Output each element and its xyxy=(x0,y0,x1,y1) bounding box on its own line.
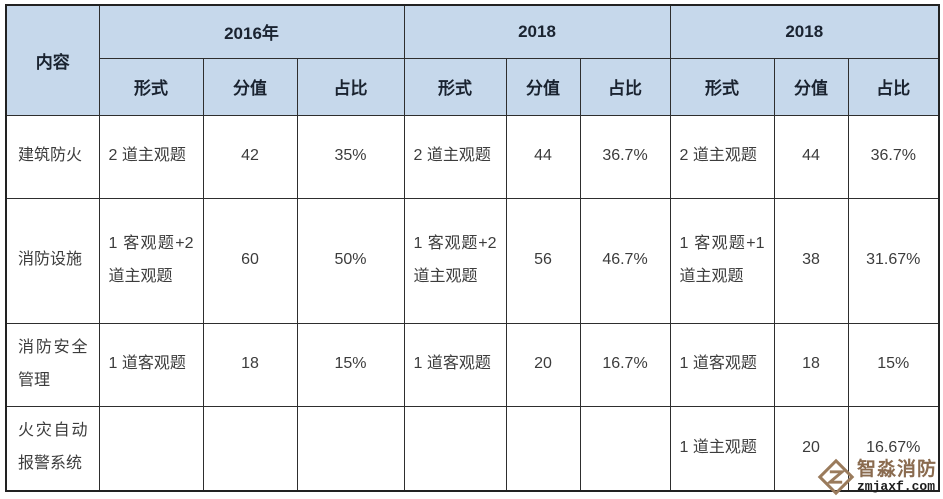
cell-ratio: 15% xyxy=(296,322,405,407)
table-row: 建筑防火 2 道主观题 42 35% 2 道主观题 44 36.7% 2 道主观… xyxy=(5,114,940,199)
cell-form xyxy=(98,405,204,492)
row-label: 建筑防火 xyxy=(5,114,100,199)
cell-score: 44 xyxy=(505,114,581,199)
cell-score: 38 xyxy=(773,197,849,324)
exam-structure-table: 内容 2016年 2018 2018 形式 分值 占比 形式 分值 占比 形式 … xyxy=(5,4,941,492)
cell-score: 20 xyxy=(773,405,849,492)
cell-score: 18 xyxy=(202,322,298,407)
row-label: 消防设施 xyxy=(5,197,100,324)
cell-form: 2 道主观题 xyxy=(669,114,775,199)
year-header-2016: 2016年 xyxy=(98,4,405,59)
year-header-2018-b: 2018 xyxy=(669,4,940,59)
cell-form: 1 道主观题 xyxy=(669,405,775,492)
col-header-score: 分值 xyxy=(202,57,298,116)
cell-ratio: 35% xyxy=(296,114,405,199)
table-row: 火灾自动报警系统 1 道主观题 20 16.67% xyxy=(5,405,940,492)
cell-score xyxy=(505,405,581,492)
cell-score: 60 xyxy=(202,197,298,324)
cell-score: 42 xyxy=(202,114,298,199)
cell-ratio: 36.7% xyxy=(847,114,940,199)
cell-form: 2 道主观题 xyxy=(403,114,507,199)
col-header-ratio: 占比 xyxy=(296,57,405,116)
table-row: 消防设施 1 客观题+2 道主观题 60 50% 1 客观题+2 道主观题 56… xyxy=(5,197,940,324)
cell-form: 1 客观题+2 道主观题 xyxy=(403,197,507,324)
header-sub-row: 形式 分值 占比 形式 分值 占比 形式 分值 占比 xyxy=(6,57,940,116)
col-header-ratio: 占比 xyxy=(847,57,940,116)
header-year-row: 内容 2016年 2018 2018 xyxy=(5,4,940,116)
col-header-form: 形式 xyxy=(98,57,204,116)
cell-score: 18 xyxy=(773,322,849,407)
col-header-content: 内容 xyxy=(5,4,100,116)
cell-score xyxy=(202,405,298,492)
cell-ratio: 31.67% xyxy=(847,197,940,324)
cell-ratio xyxy=(579,405,671,492)
row-label: 消防安全管理 xyxy=(5,322,100,407)
cell-score: 44 xyxy=(773,114,849,199)
col-header-score: 分值 xyxy=(505,57,581,116)
col-header-ratio: 占比 xyxy=(579,57,671,116)
year-header-2018-a: 2018 xyxy=(403,4,671,59)
col-header-score: 分值 xyxy=(773,57,849,116)
cell-score: 56 xyxy=(505,197,581,324)
cell-form: 1 道客观题 xyxy=(98,322,204,407)
row-label: 火灾自动报警系统 xyxy=(5,405,100,492)
cell-form: 1 道客观题 xyxy=(403,322,507,407)
cell-ratio: 15% xyxy=(847,322,940,407)
cell-form: 2 道主观题 xyxy=(98,114,204,199)
cell-form: 1 客观题+2 道主观题 xyxy=(98,197,204,324)
cell-ratio: 16.67% xyxy=(847,405,940,492)
cell-ratio: 36.7% xyxy=(579,114,671,199)
cell-form: 1 道客观题 xyxy=(669,322,775,407)
cell-ratio xyxy=(296,405,405,492)
table-row: 消防安全管理 1 道客观题 18 15% 1 道客观题 20 16.7% 1 道… xyxy=(5,322,940,407)
cell-ratio: 16.7% xyxy=(579,322,671,407)
cell-form: 1 客观题+1 道主观题 xyxy=(669,197,775,324)
col-header-form: 形式 xyxy=(669,57,775,116)
cell-score: 20 xyxy=(505,322,581,407)
cell-ratio: 50% xyxy=(296,197,405,324)
col-header-form: 形式 xyxy=(403,57,507,116)
cell-ratio: 46.7% xyxy=(579,197,671,324)
cell-form xyxy=(403,405,507,492)
